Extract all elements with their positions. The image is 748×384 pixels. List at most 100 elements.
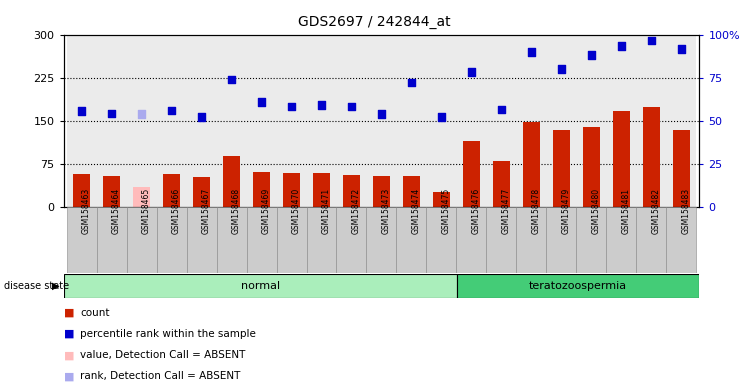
Point	[226, 76, 238, 83]
Bar	[486, 207, 516, 273]
Text: count: count	[80, 308, 109, 318]
Bar	[307, 207, 337, 273]
Bar	[547, 207, 577, 273]
Text: GSM158474: GSM158474	[411, 187, 420, 234]
Bar	[607, 207, 637, 273]
Bar	[96, 207, 126, 273]
Point	[616, 43, 628, 49]
Point	[286, 104, 298, 110]
Bar	[637, 35, 666, 207]
Bar	[583, 127, 600, 207]
Bar	[216, 35, 247, 207]
Bar	[367, 207, 396, 273]
Bar	[607, 35, 637, 207]
Bar	[67, 35, 96, 207]
Text: GSM158478: GSM158478	[531, 187, 541, 234]
Text: GSM158471: GSM158471	[322, 187, 331, 234]
Text: GSM158475: GSM158475	[441, 187, 450, 234]
Bar	[247, 207, 277, 273]
Text: rank, Detection Call = ABSENT: rank, Detection Call = ABSENT	[80, 371, 240, 381]
Text: GSM158477: GSM158477	[501, 187, 510, 234]
Point	[346, 104, 358, 110]
Point	[375, 111, 387, 117]
Bar	[96, 35, 126, 207]
Point	[525, 49, 537, 55]
Text: GSM158482: GSM158482	[652, 188, 660, 233]
Point	[105, 111, 117, 117]
Bar	[73, 174, 90, 207]
Text: GSM158466: GSM158466	[171, 187, 180, 234]
Bar	[433, 192, 450, 207]
Point	[495, 106, 507, 113]
Text: GSM158481: GSM158481	[622, 188, 631, 233]
Bar	[283, 173, 300, 207]
Text: GSM158470: GSM158470	[292, 187, 301, 234]
Bar	[463, 141, 479, 207]
Text: normal: normal	[241, 281, 280, 291]
Text: ■: ■	[64, 350, 74, 360]
Bar	[426, 207, 456, 273]
Bar	[247, 35, 277, 207]
Bar	[367, 35, 396, 207]
Bar	[666, 207, 696, 273]
Text: teratozoospermia: teratozoospermia	[530, 281, 628, 291]
Bar	[426, 35, 456, 207]
Bar	[403, 176, 420, 207]
Bar	[277, 35, 307, 207]
Bar	[577, 35, 607, 207]
Bar	[277, 207, 307, 273]
Bar	[554, 130, 570, 207]
Bar	[456, 207, 486, 273]
Bar	[493, 161, 509, 207]
Bar	[643, 107, 660, 207]
Bar	[343, 174, 360, 207]
Point	[465, 69, 477, 75]
Bar	[216, 207, 247, 273]
Bar	[516, 207, 547, 273]
Bar	[396, 35, 426, 207]
Text: value, Detection Call = ABSENT: value, Detection Call = ABSENT	[80, 350, 245, 360]
Bar	[373, 176, 390, 207]
Point	[195, 114, 207, 120]
Point	[256, 99, 268, 105]
Bar	[156, 207, 186, 273]
Text: GSM158480: GSM158480	[592, 187, 601, 234]
Bar	[516, 35, 547, 207]
Text: GSM158473: GSM158473	[381, 187, 390, 234]
Text: GSM158463: GSM158463	[82, 187, 91, 234]
Bar	[486, 35, 516, 207]
Text: GSM158472: GSM158472	[352, 187, 361, 234]
Text: ▶: ▶	[52, 281, 60, 291]
Text: GSM158468: GSM158468	[232, 187, 241, 234]
Point	[135, 111, 147, 117]
Bar	[64, 274, 457, 298]
Bar	[547, 35, 577, 207]
Text: disease state: disease state	[4, 281, 69, 291]
Bar	[613, 111, 630, 207]
Bar	[523, 122, 539, 207]
Point	[435, 114, 447, 120]
Bar	[156, 35, 186, 207]
Bar	[163, 174, 180, 207]
Text: GSM158465: GSM158465	[141, 187, 150, 234]
Text: GSM158479: GSM158479	[562, 187, 571, 234]
Bar	[307, 35, 337, 207]
Bar	[254, 172, 270, 207]
Bar	[637, 207, 666, 273]
Text: GSM158483: GSM158483	[681, 187, 690, 234]
Bar	[126, 207, 156, 273]
Bar	[224, 156, 240, 207]
Bar	[396, 207, 426, 273]
Bar	[133, 187, 150, 207]
Text: GSM158476: GSM158476	[471, 187, 480, 234]
Bar	[186, 207, 216, 273]
Text: GSM158464: GSM158464	[111, 187, 120, 234]
Text: percentile rank within the sample: percentile rank within the sample	[80, 329, 256, 339]
Point	[76, 108, 88, 114]
Bar	[103, 176, 120, 207]
Text: GDS2697 / 242844_at: GDS2697 / 242844_at	[298, 15, 450, 29]
Point	[556, 66, 568, 72]
Point	[405, 79, 417, 86]
Bar	[126, 35, 156, 207]
Point	[586, 52, 598, 58]
